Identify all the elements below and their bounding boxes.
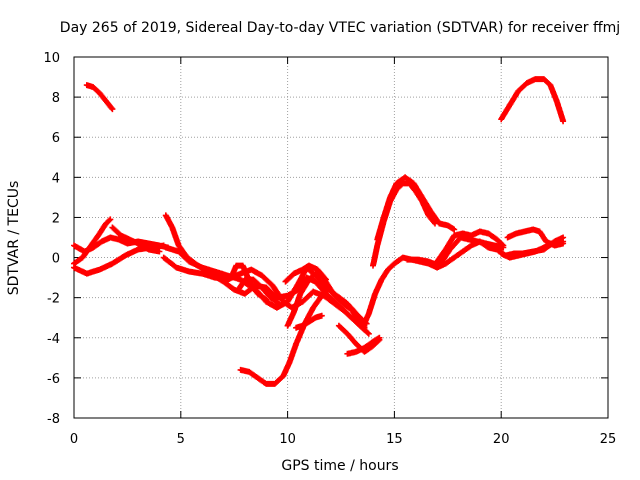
- series-track-13: [282, 262, 329, 285]
- data-point-markers: [404, 234, 507, 269]
- series-track-16: [344, 334, 383, 357]
- y-tick-label: -2: [47, 292, 60, 307]
- series-track-11: [237, 286, 332, 387]
- data-point-markers: [374, 174, 458, 243]
- data-point-markers: [282, 262, 329, 285]
- y-tick-label: 8: [52, 91, 60, 106]
- x-tick-label: 15: [386, 432, 403, 447]
- x-tick-label: 10: [279, 432, 296, 447]
- series-track-22: [498, 76, 567, 125]
- y-tick-label: -4: [47, 332, 60, 347]
- data-point-markers: [344, 334, 383, 357]
- series-track-20: [404, 234, 507, 269]
- series-track-21: [434, 228, 507, 265]
- x-tick-label: 25: [600, 432, 617, 447]
- axis-ticks: 0 5 10 15 20 25 -8 -6 -4 -2 0 2 4 6 8 10: [43, 51, 616, 447]
- x-tick-label: 20: [493, 432, 510, 447]
- data-point-markers: [235, 276, 283, 307]
- series-track-24: [498, 238, 567, 261]
- y-tick-label: 4: [52, 171, 60, 186]
- data-point-markers: [237, 286, 332, 387]
- y-tick-label: -8: [47, 412, 60, 427]
- data-point-markers: [498, 76, 567, 125]
- series-track-14: [293, 312, 325, 331]
- y-tick-label: 10: [43, 51, 60, 66]
- grid-lines: [74, 57, 608, 418]
- series-track-3: [71, 216, 114, 267]
- plot-frame: [73, 56, 609, 419]
- data-point-markers: [498, 238, 567, 261]
- chart-title: Day 265 of 2019, Sidereal Day-to-day VTE…: [60, 20, 620, 36]
- x-tick-label: 5: [177, 432, 185, 447]
- data-point-markers: [109, 224, 163, 255]
- data-point-markers: [71, 216, 114, 267]
- y-tick-label: -6: [47, 372, 60, 387]
- y-tick-label: 0: [52, 252, 60, 267]
- y-tick-label: 2: [52, 211, 60, 226]
- x-axis-label: GPS time / hours: [281, 458, 398, 474]
- x-tick-label: 0: [70, 432, 78, 447]
- series-track-5: [109, 224, 163, 255]
- y-tick-label: 6: [52, 131, 60, 146]
- y-axis-label: SDTVAR / TECUs: [6, 181, 22, 296]
- data-point-markers: [434, 228, 507, 265]
- data-point-markers: [83, 82, 116, 113]
- series-track-1: [83, 82, 116, 113]
- series-track-19: [374, 174, 458, 243]
- data-marks: [71, 76, 567, 387]
- series-track-10: [235, 276, 283, 307]
- data-point-markers: [293, 312, 325, 331]
